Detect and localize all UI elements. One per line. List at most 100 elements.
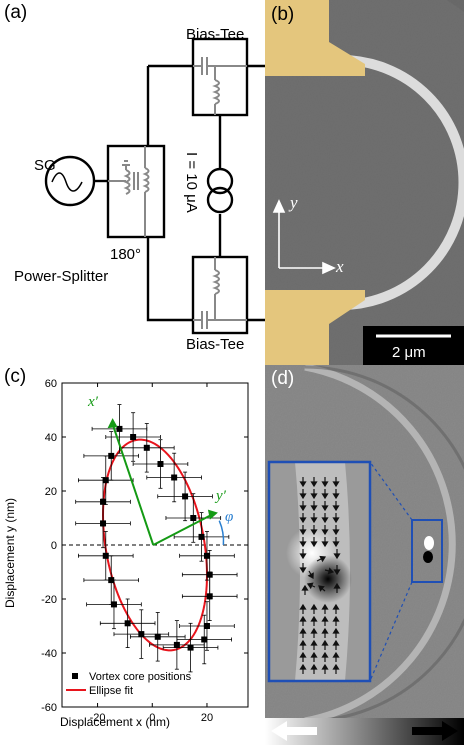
- panel-d-label: (d): [271, 368, 295, 389]
- magnetization-arrowhead: [332, 493, 340, 500]
- data-point: [171, 474, 178, 481]
- magnetization-arrowhead: [301, 584, 309, 591]
- magnetization-arrowhead: [332, 603, 340, 610]
- xmcd-micrograph: [265, 365, 464, 745]
- y-tick-label: -60: [41, 702, 57, 714]
- magnetization-arrowhead: [310, 603, 318, 610]
- bias-tee-bottom-label: Bias-Tee: [186, 336, 245, 353]
- magnetization-arrowhead: [332, 505, 340, 512]
- magnetization-arrowhead: [321, 663, 329, 670]
- phase-label: 180°: [110, 246, 142, 263]
- magnetization-arrowhead: [332, 627, 340, 634]
- data-point: [157, 461, 164, 467]
- data-point: [190, 515, 197, 521]
- data-point: [108, 452, 115, 459]
- x-tick-label: 20: [201, 712, 213, 724]
- panel-c-chart: -60 -40 -20 0 20 40 60 -20 0 20: [41, 378, 249, 724]
- axis-xprime-label: x′: [88, 394, 98, 410]
- y-tick-label: -40: [41, 648, 57, 660]
- power-splitter-box: [106, 144, 166, 239]
- bias-tee-top-box: [191, 37, 249, 117]
- magnetization-arrowhead: [310, 481, 318, 488]
- magnetization-arrowhead: [321, 627, 329, 634]
- magnetization-arrowhead: [310, 639, 318, 646]
- magnetization-arrowhead: [321, 517, 329, 524]
- magnetization-arrowhead: [299, 663, 307, 670]
- bias-tee-top-internals: [193, 57, 247, 115]
- magnetization-arrowhead: [310, 663, 318, 670]
- magnetization-arrowhead: [333, 582, 341, 589]
- panel-b-label: (b): [271, 4, 295, 25]
- magnetization-arrowhead: [299, 493, 307, 500]
- chart-ylabel: Displacement y (nm): [3, 497, 17, 608]
- axis-yprime-label: y′: [216, 488, 226, 504]
- data-point: [102, 552, 109, 559]
- magnetization-arrowhead: [299, 567, 307, 574]
- panel-b-sem-image: [265, 0, 464, 365]
- y-tick-label: -20: [41, 594, 57, 606]
- scale-bar-box: [363, 326, 464, 365]
- splitter-label: Power-Splitter: [14, 268, 109, 285]
- magnetization-arrowhead: [327, 567, 335, 575]
- data-point: [173, 641, 180, 648]
- magnetization-arrowhead: [321, 639, 329, 646]
- magnetization-arrowhead: [321, 603, 329, 610]
- axis-x-label: x: [336, 257, 344, 276]
- y-prime-arrowhead: [207, 509, 218, 520]
- magnetization-arrowhead: [299, 481, 307, 488]
- sg-label: SG: [34, 157, 56, 174]
- signal-generator-icon: [44, 155, 96, 207]
- magnetization-arrowhead: [299, 639, 307, 646]
- x-prime-arrowhead: [107, 418, 118, 429]
- data-point: [138, 631, 145, 638]
- magnetization-arrowhead: [299, 529, 307, 536]
- angle-phi-label: φ: [225, 509, 234, 525]
- data-point: [203, 623, 210, 629]
- contact-bottom: [265, 290, 365, 365]
- y-tick-label: 20: [45, 486, 57, 498]
- magnetization-arrowhead: [321, 505, 329, 512]
- zoom-inset: [267, 460, 372, 683]
- panel-d-xmcd-image: [265, 365, 464, 745]
- data-point: [198, 533, 205, 540]
- legend-point-marker: [72, 673, 78, 679]
- magnetization-arrowhead: [332, 541, 340, 548]
- magnetization-arrowhead: [310, 505, 318, 512]
- magnetization-arrowhead: [299, 651, 307, 658]
- magnetization-arrowhead: [306, 582, 314, 590]
- magnetization-arrowhead: [333, 569, 341, 576]
- magnetization-arrowhead: [319, 555, 327, 563]
- y-tick-label: 40: [45, 432, 57, 444]
- magnetization-arrowhead: [299, 627, 307, 634]
- panel-c-label: (c): [4, 366, 27, 387]
- data-point: [108, 577, 115, 584]
- y-prime-axis: [152, 513, 213, 546]
- magnetization-arrowhead: [321, 651, 329, 658]
- magnetization-arrowhead: [299, 505, 307, 512]
- magnetization-arrowhead: [321, 481, 329, 488]
- magnetization-arrowhead: [321, 615, 329, 622]
- data-point: [154, 633, 161, 640]
- x-tick-label: 0: [149, 712, 155, 724]
- magnetization-arrowhead: [318, 585, 325, 592]
- data-point: [110, 601, 117, 608]
- panel-a-circuit: [44, 37, 265, 335]
- data-point: [102, 477, 109, 484]
- magnetization-arrowhead: [310, 529, 318, 536]
- splitter-transformer-icon: [108, 146, 150, 237]
- zoom-region-frame: [411, 519, 443, 583]
- magnetization-arrowhead: [310, 651, 318, 658]
- scale-bar-label: 2 μm: [392, 344, 426, 361]
- magnetization-arrowhead: [321, 541, 329, 548]
- angle-arc: [218, 520, 225, 546]
- data-point: [100, 498, 107, 505]
- bias-tee-top-label: Bias-Tee: [186, 26, 245, 43]
- magnetization-arrowhead: [299, 615, 307, 622]
- magnetization-arrowhead: [299, 541, 307, 548]
- magnetization-arrowhead: [332, 529, 340, 536]
- contact-top: [265, 0, 365, 76]
- x-prime-axis: [111, 423, 155, 546]
- magnetization-arrowhead: [332, 481, 340, 488]
- legend-fit-label: Ellipse fit: [89, 685, 134, 697]
- magnetization-arrowhead: [310, 493, 318, 500]
